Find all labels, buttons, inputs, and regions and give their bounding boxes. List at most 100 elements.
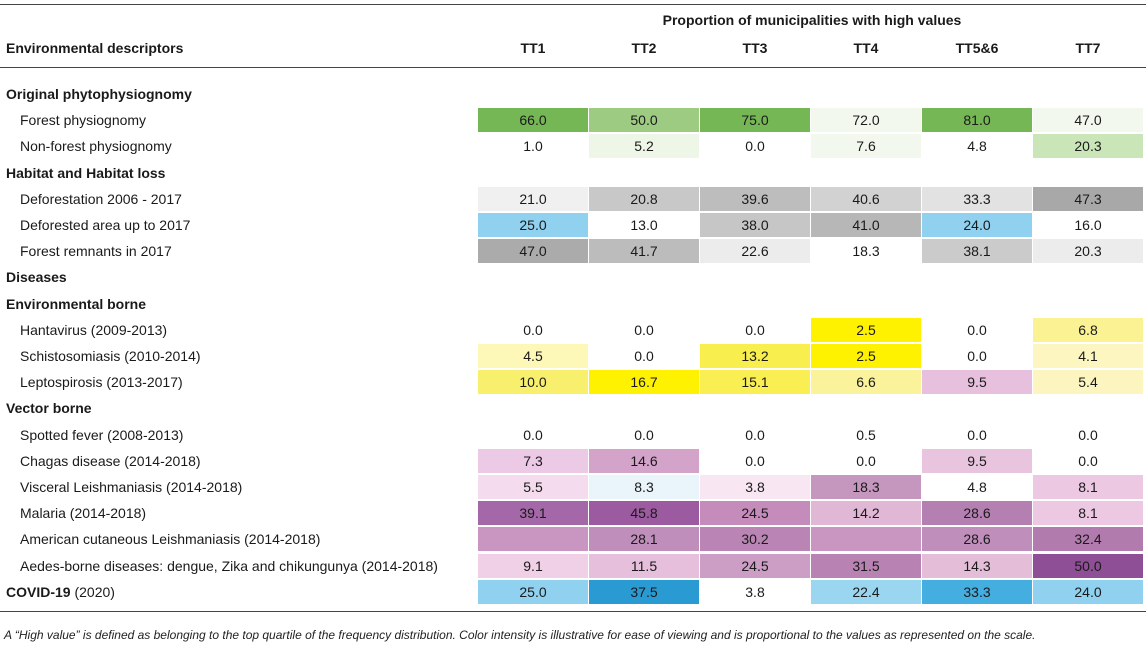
value-cell: 0.0 — [745, 138, 765, 155]
row-label-text: Chagas disease (2014-2018) — [20, 452, 201, 469]
row-label-text: Schistosomiasis (2010-2014) — [20, 348, 201, 364]
row-label-text: Malaria (2014-2018) — [20, 505, 147, 522]
value-cell: 41.7 — [589, 239, 699, 264]
descriptor-column-header: Environmental descriptors — [6, 40, 184, 56]
value-cell: 8.1 — [1033, 475, 1143, 499]
value-cell: 40.6 — [811, 186, 921, 211]
value-cell: 28.6 — [922, 501, 1032, 526]
row-label-text: Aedes-borne diseases: dengue, Zika and c… — [20, 557, 438, 574]
value-cell: 14.6 — [589, 448, 699, 473]
table-row: Non-forest physiognomy 1.0 5.2 0.0 7.6 4.8 20.… — [0, 133, 1146, 159]
value-cell: 0.0 — [634, 321, 654, 338]
table-row: Hantavirus (2009-2013) 0.0 0.0 0.0 2.5 0.0 6.8 — [0, 317, 1146, 343]
value-cell: 14.3 — [922, 553, 1032, 578]
value-cell: 4.8 — [967, 138, 987, 155]
row-label: American cutaneous Leishmaniasis (2014-2… — [20, 526, 320, 552]
value-cell: 20.8 — [589, 186, 699, 211]
value-cell: 0.0 — [1078, 452, 1098, 469]
table-bottom-rule — [0, 611, 1146, 612]
row-label-text: Hantavirus (2009-2013) — [20, 321, 168, 338]
value-cell: 0.0 — [523, 426, 543, 443]
row-label-text: Diseases — [6, 269, 67, 286]
section-label: Diseases — [6, 264, 67, 290]
value-cell: 0.0 — [967, 426, 987, 443]
value-cell: 0.0 — [967, 321, 987, 338]
table-footnote: A “High value” is defined as belonging t… — [4, 628, 1036, 642]
value-cell: 4.8 — [967, 479, 987, 495]
value-cell: 2.5 — [811, 344, 921, 368]
table-top-rule — [0, 4, 1146, 5]
value-cell: 14.2 — [811, 501, 921, 526]
section-row: Vector borne — [0, 395, 1146, 421]
value-cell: 39.1 — [478, 501, 588, 526]
value-cell: 9.5 — [922, 448, 1032, 473]
table-row: Deforested area up to 2017 25.0 13.0 38.0 41… — [0, 212, 1146, 238]
row-label-text: Environmental borne — [6, 295, 147, 312]
row-label: Aedes-borne diseases: dengue, Zika and c… — [20, 553, 438, 579]
value-cell — [478, 527, 588, 552]
table-row: Chagas disease (2014-2018) 7.3 14.6 0.0 0.0 9… — [0, 448, 1146, 474]
value-cell: 9.1 — [478, 553, 588, 578]
table-row: Forest remnants in 2017 47.0 41.7 22.6 18.3 3… — [0, 238, 1146, 264]
section-label: Original phytophysiognomy — [6, 81, 192, 107]
value-cell: 0.0 — [745, 321, 765, 338]
value-cell: 28.6 — [922, 527, 1032, 552]
section-row: Habitat and Habitat loss — [0, 160, 1146, 186]
value-cell: 9.5 — [922, 370, 1032, 395]
value-cell: 37.5 — [589, 579, 699, 604]
row-label: Malaria (2014-2018) — [20, 500, 146, 526]
value-cell: 32.4 — [1033, 527, 1143, 552]
value-cell: 13.0 — [630, 217, 658, 233]
value-cell: 0.0 — [967, 348, 987, 364]
row-label-text: Spotted fever (2008-2013) — [20, 426, 184, 443]
table-row: Leptospirosis (2013-2017) 10.0 16.7 15.1 6.6… — [0, 369, 1146, 395]
section-label: COVID-19 (2020) — [6, 579, 115, 605]
table-row: Forest physiognomy 66.0 50.0 75.0 72.0 81.0 47… — [0, 107, 1146, 133]
value-cell: 0.0 — [745, 452, 765, 469]
value-cell: 33.3 — [922, 186, 1032, 211]
value-cell: 0.0 — [856, 452, 876, 469]
value-cell: 16.0 — [1074, 217, 1102, 233]
value-cell: 31.5 — [811, 553, 921, 578]
row-label-text: Non-forest physiognomy — [20, 138, 172, 155]
value-cell: 0.0 — [745, 426, 765, 443]
table-row: Aedes-borne diseases: dengue, Zika and c… — [0, 553, 1146, 579]
value-cell — [811, 527, 921, 552]
section-label: Environmental borne — [6, 291, 146, 317]
value-cell: 8.3 — [589, 475, 699, 499]
value-cell: 5.2 — [589, 134, 699, 159]
row-label-text: Forest remnants in 2017 — [20, 243, 172, 260]
value-cell: 47.0 — [1033, 108, 1143, 133]
row-label: Visceral Leishmaniasis (2014-2018) — [20, 474, 242, 500]
value-cell: 50.0 — [1033, 553, 1143, 578]
value-cell: 6.8 — [1033, 317, 1143, 342]
value-cell: 16.7 — [589, 370, 699, 395]
row-label: Deforestation 2006 - 2017 — [20, 186, 182, 212]
value-cell: 7.6 — [811, 134, 921, 159]
proportion-header: Proportion of municipalities with high v… — [662, 12, 962, 28]
row-label-text: American cutaneous Leishmaniasis (2014-2… — [20, 531, 321, 548]
value-cell: 24.0 — [1033, 579, 1143, 604]
value-cell: 1.0 — [523, 138, 543, 155]
value-cell: 2.5 — [811, 317, 921, 342]
value-cell: 15.1 — [700, 370, 810, 395]
value-cell: 72.0 — [811, 108, 921, 133]
row-label-suffix: (2020) — [70, 583, 115, 600]
section-row: Original phytophysiognomy — [0, 81, 1146, 107]
table-row: Schistosomiasis (2010-2014) 4.5 0.0 13.2 2.5… — [0, 343, 1146, 369]
row-label-text: Original phytophysiognomy — [6, 86, 192, 102]
row-label: Non-forest physiognomy — [20, 133, 172, 159]
row-label: Leptospirosis (2013-2017) — [20, 369, 183, 395]
value-cell: 22.4 — [811, 579, 921, 604]
value-cell: 47.0 — [478, 239, 588, 264]
table-row: Visceral Leishmaniasis (2014-2018) 5.5 8.3… — [0, 474, 1146, 500]
value-cell: 21.0 — [478, 186, 588, 211]
value-cell: 3.8 — [700, 475, 810, 499]
row-label: Chagas disease (2014-2018) — [20, 448, 201, 474]
value-cell: 0.0 — [634, 348, 654, 364]
row-label: Deforested area up to 2017 — [20, 212, 190, 238]
value-cell: 25.0 — [478, 213, 588, 237]
table-row: Deforestation 2006 - 2017 21.0 20.8 39.6 40.… — [0, 186, 1146, 212]
column-header-tt4: TT4 — [853, 40, 879, 56]
value-cell: 25.0 — [478, 579, 588, 604]
